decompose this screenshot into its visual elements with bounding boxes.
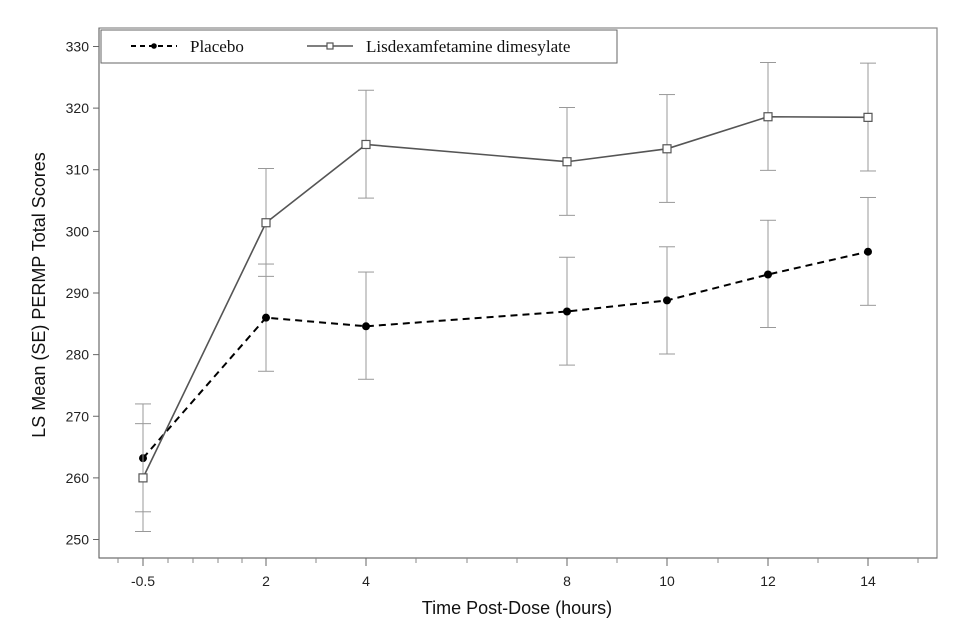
x-tick-label: 8	[563, 573, 571, 589]
legend-lisdexamfetamine-label: Lisdexamfetamine dimesylate	[366, 37, 570, 56]
data-point	[361, 139, 371, 150]
y-tick-label: 260	[66, 470, 90, 486]
x-axis-title: Time Post-Dose (hours)	[422, 598, 612, 618]
data-point	[262, 313, 270, 322]
y-tick-label: 270	[66, 408, 90, 424]
legend-placebo-label: Placebo	[190, 37, 244, 56]
data-point	[662, 144, 672, 154]
series-placebo	[135, 196, 876, 513]
legend-placebo-marker	[151, 43, 157, 49]
data-point	[764, 270, 772, 279]
data-point	[863, 112, 873, 122]
y-tick-label: 290	[66, 285, 90, 301]
y-axis: 250 260 270 280 290 300 310 320 330	[66, 38, 99, 548]
y-tick-label: 330	[66, 38, 90, 54]
data-point	[563, 307, 571, 316]
y-tick-label: 280	[66, 347, 90, 363]
y-tick-label: 310	[66, 162, 90, 178]
y-axis-title: LS Mean (SE) PERMP Total Scores	[29, 152, 49, 437]
data-point	[362, 322, 370, 331]
y-tick-label: 320	[66, 100, 90, 116]
plot-frame	[98, 27, 938, 559]
legend-box	[100, 29, 618, 64]
data-point	[864, 247, 872, 256]
data-point	[138, 473, 148, 483]
legend: Placebo Lisdexamfetamine dimesylate	[100, 29, 618, 64]
x-tick-label: 14	[860, 573, 876, 589]
data-point	[562, 157, 572, 167]
x-axis: -0.5 2 4 8 10 12 14	[117, 558, 919, 589]
x-tick-label: 2	[262, 573, 270, 589]
data-point	[261, 218, 271, 228]
data-point	[763, 112, 773, 122]
series-lisdexamfetamine	[135, 62, 876, 532]
y-tick-label: 300	[66, 223, 90, 239]
data-point	[663, 296, 671, 305]
series-layer	[135, 62, 876, 532]
x-tick-label: 12	[760, 573, 776, 589]
x-tick-label: 10	[659, 573, 675, 589]
x-tick-label: 4	[362, 573, 370, 589]
legend-lisdexamfetamine-marker	[326, 42, 334, 50]
y-tick-label: 250	[66, 532, 90, 548]
x-tick-label: -0.5	[131, 573, 155, 589]
